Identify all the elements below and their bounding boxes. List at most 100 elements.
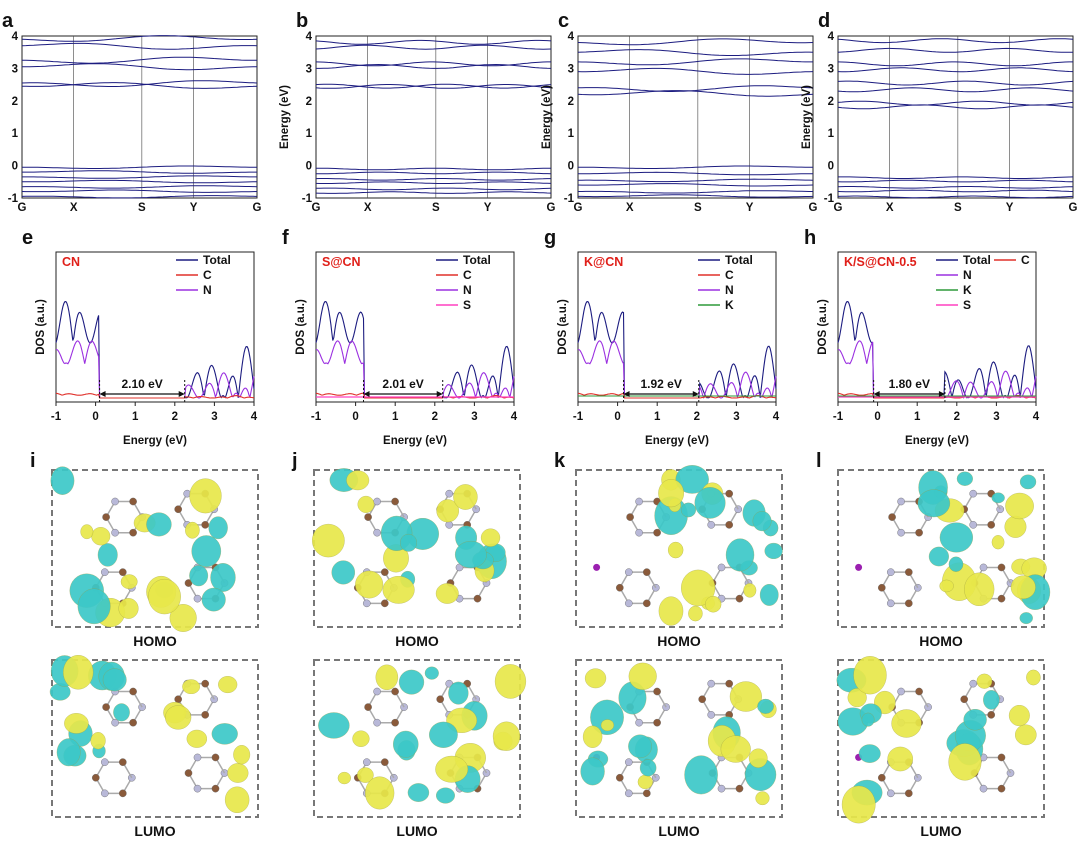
panel-letter: e bbox=[22, 227, 33, 249]
negative-lobe bbox=[948, 556, 964, 572]
atom bbox=[997, 753, 1006, 762]
x-tick-label: 0 bbox=[92, 411, 98, 423]
k-point-label: X bbox=[364, 202, 372, 214]
homo-label: HOMO bbox=[919, 633, 963, 649]
negative-lobe bbox=[189, 565, 209, 587]
x-tick-label: 4 bbox=[511, 411, 518, 423]
x-tick-label: 1 bbox=[654, 411, 661, 423]
atom bbox=[905, 568, 913, 576]
conduction-band bbox=[21, 42, 258, 50]
atom bbox=[643, 599, 651, 608]
atom bbox=[897, 687, 905, 696]
k-point-label: G bbox=[809, 202, 818, 214]
positive-lobe bbox=[976, 673, 993, 689]
legend-label: N bbox=[725, 283, 734, 297]
atom bbox=[735, 594, 744, 603]
x-tick-label: -1 bbox=[833, 411, 844, 423]
atom bbox=[391, 718, 399, 727]
positive-lobe bbox=[118, 598, 139, 619]
conduction-band bbox=[837, 61, 1073, 67]
atom bbox=[734, 505, 743, 514]
atom bbox=[725, 521, 734, 529]
material-title: S@CN bbox=[322, 255, 361, 269]
valence-band bbox=[315, 178, 551, 181]
atom bbox=[364, 513, 372, 521]
atom bbox=[707, 679, 716, 688]
positive-lobe bbox=[382, 576, 415, 604]
atom bbox=[364, 703, 372, 711]
y-axis-label: DOS (a.u.) bbox=[817, 299, 829, 355]
panel-letter: a bbox=[2, 10, 14, 32]
x-tick-label: 3 bbox=[733, 411, 739, 423]
conduction-band bbox=[837, 67, 1074, 73]
negative-lobe bbox=[400, 533, 417, 552]
lumo-isosurface-panel bbox=[575, 659, 783, 818]
atom bbox=[897, 497, 905, 506]
valence-band bbox=[316, 167, 551, 171]
conduction-band bbox=[315, 84, 552, 89]
x-tick-label: 2 bbox=[694, 411, 700, 423]
positive-lobe bbox=[227, 763, 249, 783]
lumo-label: LUMO bbox=[134, 823, 175, 839]
valence-band bbox=[837, 195, 1074, 199]
atom bbox=[193, 594, 202, 603]
band-plot-frame bbox=[577, 35, 814, 199]
legend-label: K bbox=[725, 298, 734, 312]
atom bbox=[625, 568, 633, 576]
atom bbox=[887, 568, 895, 576]
positive-lobe bbox=[847, 688, 867, 708]
dos-plot-frame bbox=[577, 251, 777, 403]
conduction-band bbox=[21, 80, 258, 87]
y-tick-label: -1 bbox=[8, 193, 19, 205]
atom bbox=[111, 718, 119, 727]
y-tick-label: -1 bbox=[302, 193, 313, 205]
positive-lobe bbox=[185, 521, 200, 539]
negative-lobe bbox=[429, 721, 458, 748]
atom bbox=[717, 784, 726, 793]
potassium-atom bbox=[855, 563, 863, 571]
k-point-label: G bbox=[574, 202, 583, 214]
negative-lobe bbox=[858, 744, 881, 763]
y-tick-label: 4 bbox=[568, 31, 575, 43]
potassium-atom bbox=[593, 563, 601, 571]
positive-lobe bbox=[233, 745, 251, 765]
conduction-band bbox=[577, 90, 814, 97]
positive-lobe bbox=[355, 570, 384, 599]
atom bbox=[717, 563, 726, 572]
y-tick-label: 2 bbox=[306, 96, 312, 108]
conduction-band bbox=[22, 56, 257, 64]
y-tick-label: 1 bbox=[306, 128, 313, 140]
positive-lobe bbox=[312, 523, 345, 558]
positive-lobe bbox=[600, 719, 614, 732]
atom bbox=[625, 599, 633, 608]
y-tick-label: 1 bbox=[568, 128, 575, 140]
atom bbox=[391, 687, 399, 696]
panel-letter: i bbox=[30, 450, 36, 472]
panel-letter: j bbox=[291, 450, 298, 472]
negative-lobe bbox=[759, 584, 779, 606]
valence-band bbox=[837, 189, 1074, 193]
x-tick-label: 0 bbox=[614, 411, 620, 423]
positive-lobe bbox=[480, 528, 501, 547]
legend-label: Total bbox=[203, 253, 231, 267]
atom bbox=[915, 687, 923, 696]
conduction-band bbox=[837, 47, 1074, 53]
positive-lobe bbox=[165, 705, 192, 730]
negative-lobe bbox=[590, 699, 624, 735]
negative-lobe bbox=[639, 759, 657, 777]
atom bbox=[979, 784, 988, 793]
positive-lobe bbox=[755, 791, 770, 806]
positive-lobe bbox=[1008, 705, 1030, 727]
atom bbox=[643, 568, 651, 576]
x-tick-label: 1 bbox=[132, 411, 139, 423]
conduction-band bbox=[837, 100, 1074, 106]
negative-lobe bbox=[211, 723, 238, 745]
conduction-band bbox=[21, 35, 258, 42]
y-tick-label: 0 bbox=[828, 161, 834, 173]
atom bbox=[643, 789, 651, 798]
legend-label: N bbox=[203, 283, 212, 297]
lumo-label: LUMO bbox=[658, 823, 699, 839]
homo-isosurface-panel bbox=[50, 466, 259, 632]
negative-lobe bbox=[77, 588, 111, 625]
positive-lobe bbox=[64, 713, 89, 734]
